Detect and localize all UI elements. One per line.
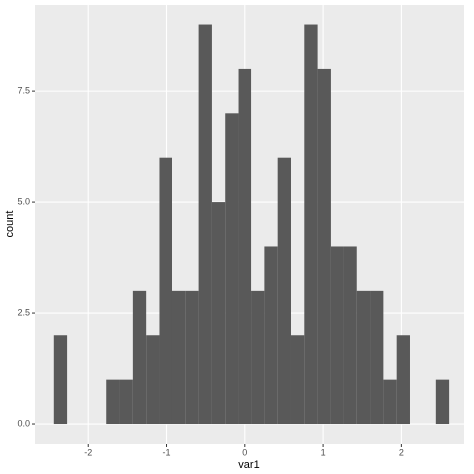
y-tick-label: 5.0 [17,196,30,206]
x-tick-label: -2 [84,447,92,457]
bar [330,246,344,425]
bar [277,157,291,425]
bar [304,24,318,425]
bar [185,290,199,425]
bar [146,335,160,425]
bar [383,379,397,425]
bar [317,68,331,425]
bar [132,290,147,425]
x-tick-label: 0 [242,447,247,457]
bar [251,290,265,425]
x-tick-label: 2 [399,447,404,457]
bar [198,24,212,425]
bar [343,246,357,425]
bar [264,246,278,425]
x-axis-title: var1 [238,459,259,471]
bar [370,290,384,425]
y-tick-label: 7.5 [17,85,30,95]
y-tick-label: 2.5 [17,307,30,317]
x-tick-label: 1 [321,447,326,457]
bar [119,379,133,425]
bar [356,290,371,425]
bar [435,379,450,425]
bar [171,290,186,425]
bar [290,335,305,425]
bar [159,157,172,425]
bar [53,335,68,425]
bar [396,335,410,425]
bar [211,202,226,425]
y-tick-label: 0.0 [17,418,30,428]
bar [225,113,239,425]
bar [106,379,120,425]
bar [238,68,252,425]
x-tick-label: -1 [163,447,171,457]
y-axis-title: count [4,211,16,238]
